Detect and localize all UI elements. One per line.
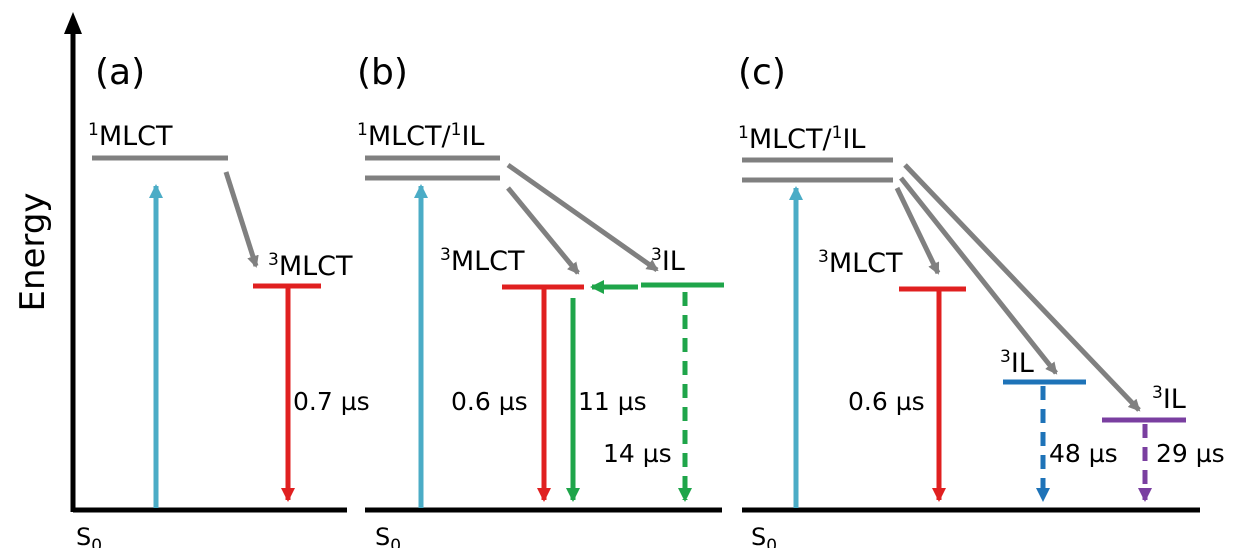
energy-axis-label: Energy	[13, 192, 53, 311]
lifetime-b-mlct: 0.6 µs	[451, 387, 528, 416]
triplet-label-b-il: 3IL	[651, 245, 685, 277]
panel-label-c: (c)	[738, 52, 786, 93]
isc-arrow-c-mlct	[894, 186, 941, 275]
triplet-label-c-mlct: 3MLCT	[818, 247, 903, 279]
panel-label-b: (b)	[357, 52, 408, 93]
lifetime-c-il2: 29 µs	[1156, 439, 1225, 468]
lifetime-b-il: 14 µs	[603, 439, 672, 468]
isc-arrow-b-mlct	[506, 186, 580, 275]
singlet-label-a: 1MLCT	[88, 120, 173, 152]
singlet-label-c: 1MLCT/1IL	[738, 123, 865, 155]
lifetime-c-mlct: 0.6 µs	[848, 387, 925, 416]
singlet-label-b: 1MLCT/1IL	[357, 120, 484, 152]
lifetime-c-il1: 48 µs	[1049, 439, 1118, 468]
lifetime-a-mlct: 0.7 µs	[293, 387, 370, 416]
panel-c: (c) 1MLCT/1IL 3MLCT 0.6 µs 3IL 48 µs 3IL…	[738, 52, 1225, 508]
triplet-label-a-mlct: 3MLCT	[268, 250, 353, 282]
ground-label-a: S0	[76, 523, 102, 548]
triplet-label-c-il1: 3IL	[1000, 347, 1034, 379]
panel-b: (b) 1MLCT/1IL 3MLCT 3IL 0.6 µs 11 µs 14 …	[357, 52, 724, 508]
panel-a: (a) 1MLCT 3MLCT 0.7 µs	[88, 52, 370, 508]
triplet-label-c-il2: 3IL	[1152, 383, 1186, 415]
isc-arrow-a	[223, 171, 259, 268]
isc-arrow-c-il1	[899, 176, 1058, 375]
isc-arrow-c-il2	[903, 163, 1141, 412]
ground-label-c: S0	[751, 523, 777, 548]
energy-axis-arrowhead	[64, 12, 82, 34]
ground-label-b: S0	[375, 523, 401, 548]
panel-label-a: (a)	[95, 52, 145, 93]
lifetime-b-green: 11 µs	[578, 387, 647, 416]
isc-arrow-b-il	[506, 162, 659, 273]
triplet-label-b-mlct: 3MLCT	[440, 245, 525, 277]
